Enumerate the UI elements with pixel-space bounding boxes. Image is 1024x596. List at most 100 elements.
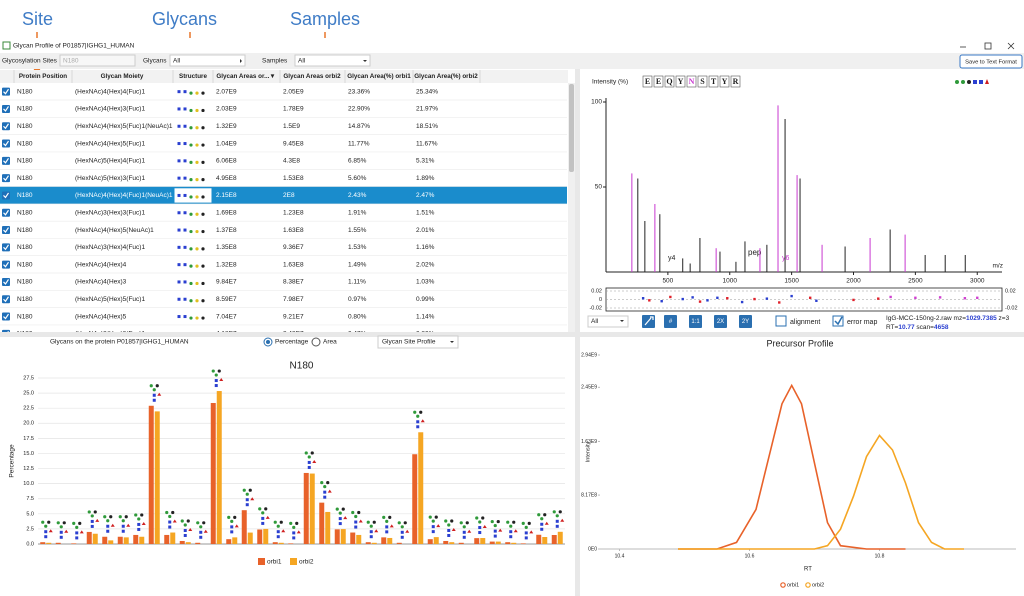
row-checkbox[interactable]	[2, 243, 10, 252]
glycan-node	[327, 489, 332, 493]
bar	[480, 538, 486, 544]
row-checkbox[interactable]	[2, 295, 10, 304]
table-cell: N180	[17, 106, 33, 113]
table-row[interactable]	[0, 273, 567, 291]
glycan-icon	[118, 515, 131, 533]
glycan-node	[292, 536, 296, 540]
site-dropdown[interactable]	[59, 54, 136, 67]
table-cell: (HexNAc)4(Hex)5(NeuAc)1	[75, 227, 154, 234]
bar	[108, 540, 114, 544]
row-checkbox[interactable]	[2, 87, 10, 96]
error-point	[698, 300, 702, 303]
glycan-node	[183, 315, 187, 319]
save-button[interactable]	[959, 54, 1023, 69]
row-checkbox[interactable]	[2, 208, 10, 217]
error-map-checkbox[interactable]	[832, 315, 844, 327]
glycan-node	[524, 531, 528, 535]
table-cell: (HexNAc)5(Hex)5(Fuc)1	[75, 296, 145, 303]
row-checkbox[interactable]	[2, 104, 10, 113]
glycan-structure	[177, 107, 205, 113]
row-checkbox[interactable]	[2, 312, 10, 321]
window-buttons[interactable]	[960, 42, 1015, 50]
row-checkbox[interactable]	[2, 122, 10, 131]
glycan-node	[188, 527, 193, 531]
view-button[interactable]	[739, 315, 752, 328]
row-checkbox[interactable]	[2, 139, 10, 148]
table-row[interactable]	[0, 290, 567, 308]
glycan-icon	[134, 513, 146, 531]
profile-line	[678, 383, 906, 550]
glycan-node	[219, 378, 224, 382]
table-row[interactable]	[0, 307, 567, 326]
error-point	[681, 297, 684, 301]
glycan-structure	[177, 159, 205, 164]
profile-line	[678, 434, 964, 550]
glycan-node	[183, 193, 187, 197]
glycan-icon	[227, 515, 239, 534]
table-row[interactable]	[0, 169, 567, 187]
y-tick-label: 0	[599, 297, 602, 303]
dropdown-value: All	[173, 58, 181, 65]
glycan-node	[451, 527, 456, 531]
table-row[interactable]	[0, 134, 567, 153]
area-radio[interactable]	[311, 337, 321, 347]
caption: Glycans on the protein P01857|IGHG1_HUMA…	[50, 339, 189, 346]
scroll-thumb[interactable]	[569, 84, 574, 172]
filter-dropdown[interactable]	[587, 315, 629, 328]
row-checkbox[interactable]	[2, 277, 10, 286]
glycan-node	[196, 521, 200, 525]
row-checkbox[interactable]	[2, 156, 10, 165]
glycan-node	[137, 517, 141, 521]
glycan-node	[183, 159, 187, 163]
table-cell: 23.36%	[348, 88, 370, 95]
table-row[interactable]	[0, 325, 567, 342]
table-row[interactable]	[0, 152, 567, 170]
selected-row[interactable]	[0, 186, 567, 205]
table-row[interactable]	[0, 117, 567, 135]
samples-dropdown[interactable]	[294, 54, 371, 67]
glycan-node	[59, 525, 63, 529]
bar	[340, 529, 346, 544]
rt-value: 10.77	[898, 324, 915, 331]
table-row[interactable]	[0, 238, 567, 256]
glycan-node	[201, 178, 205, 182]
bar	[387, 537, 393, 544]
table-row[interactable]	[0, 83, 567, 101]
view-button[interactable]	[664, 315, 677, 328]
glycan-icon	[165, 510, 177, 529]
glycan-node	[183, 142, 187, 146]
glycan-node	[276, 535, 280, 539]
glycans-dropdown[interactable]	[169, 54, 246, 67]
dropdown-value: Glycan Site Profile	[382, 339, 436, 346]
glycan-node	[261, 516, 265, 520]
alignment-checkbox[interactable]	[775, 315, 787, 327]
table-cell: (HexNAc)4(Hex)5	[75, 313, 127, 320]
row-checkbox[interactable]	[2, 226, 10, 235]
glycan-node	[374, 529, 379, 533]
scrollbar[interactable]	[568, 83, 575, 332]
table-row[interactable]	[0, 100, 567, 118]
glycan-icon	[351, 510, 363, 529]
charge: z=3	[997, 315, 1010, 322]
glycan-node	[509, 524, 513, 528]
scan-info: RT=10.77 scan=4658	[886, 324, 949, 331]
table-row[interactable]	[0, 204, 567, 222]
row-checkbox[interactable]	[2, 174, 10, 183]
table-cell: 1.14%	[416, 313, 435, 320]
glycan-icon	[444, 519, 456, 537]
label: Glycans	[143, 58, 167, 65]
glycan-node	[273, 520, 277, 524]
view-button[interactable]	[714, 315, 727, 328]
table-row[interactable]	[0, 256, 567, 274]
mode-dropdown[interactable]	[377, 335, 459, 349]
y-tick-label: 0.02	[591, 288, 602, 294]
bar	[241, 510, 247, 544]
table-cell: N180	[17, 331, 33, 338]
glycan-node	[155, 384, 159, 388]
view-button[interactable]	[689, 315, 702, 328]
glycan-node	[203, 529, 208, 533]
table-row[interactable]	[0, 221, 567, 239]
row-checkbox[interactable]	[2, 191, 10, 200]
legend-label: orbi2	[299, 559, 314, 566]
row-checkbox[interactable]	[2, 260, 10, 269]
